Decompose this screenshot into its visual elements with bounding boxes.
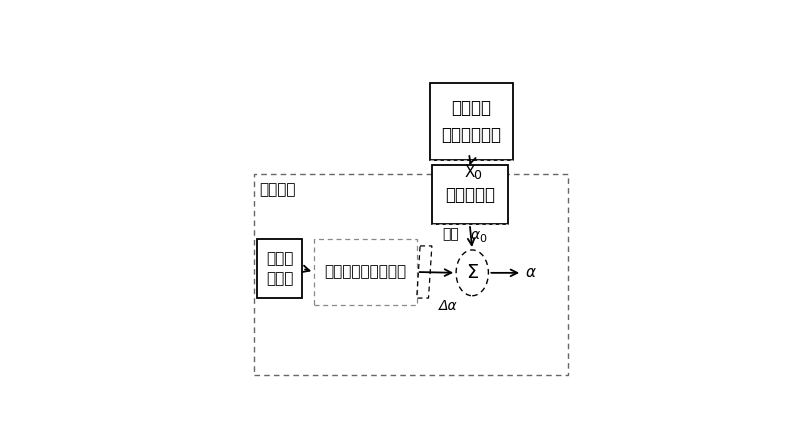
Bar xyxy=(314,239,417,305)
Text: 0: 0 xyxy=(479,234,486,244)
Text: X: X xyxy=(465,165,475,180)
Text: 本地量: 本地量 xyxy=(266,271,294,286)
Text: Δα: Δα xyxy=(439,299,458,313)
Bar xyxy=(254,173,568,375)
Bar xyxy=(257,239,302,298)
Text: α: α xyxy=(526,265,535,281)
Bar xyxy=(432,165,507,224)
Text: 0: 0 xyxy=(473,169,481,181)
Text: 实测的: 实测的 xyxy=(266,251,294,266)
Text: 触发级附加阻尼算法: 触发级附加阻尼算法 xyxy=(324,264,406,280)
Text: α: α xyxy=(470,228,480,242)
Text: Σ: Σ xyxy=(466,264,478,282)
Bar xyxy=(430,83,513,160)
Text: 中层控制: 中层控制 xyxy=(451,99,491,117)
Text: 底层控制: 底层控制 xyxy=(259,182,296,197)
Text: 限幅: 限幅 xyxy=(442,228,458,242)
Text: （阻抗控制）: （阻抗控制） xyxy=(442,126,502,144)
Text: 基波阻抗表: 基波阻抗表 xyxy=(445,186,494,204)
